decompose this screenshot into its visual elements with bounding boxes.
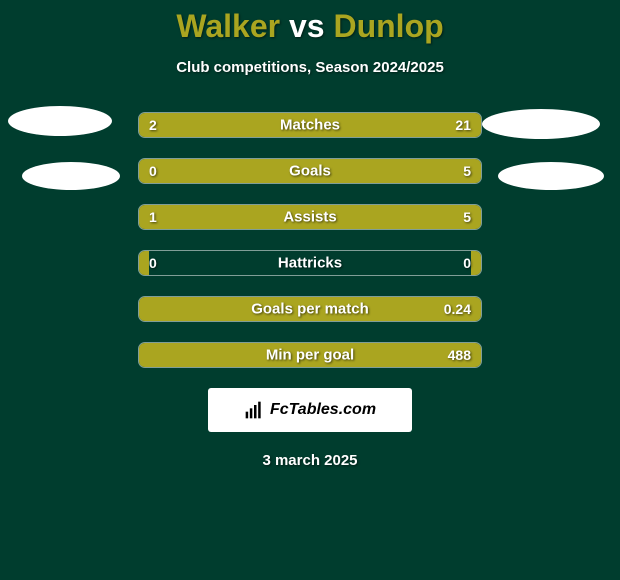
bar-fill-left xyxy=(139,251,149,275)
stat-label: Goals xyxy=(289,163,331,180)
player1-name: Walker xyxy=(176,8,280,44)
stat-value-left: 0 xyxy=(149,255,157,271)
bar-fill-left xyxy=(139,205,197,229)
player2-avatar xyxy=(482,109,600,139)
stat-bar: 1 Assists 5 xyxy=(138,204,482,230)
subtitle: Club competitions, Season 2024/2025 xyxy=(0,59,620,76)
stat-bar: Goals per match 0.24 xyxy=(138,296,482,322)
stat-bar: Min per goal 488 xyxy=(138,342,482,368)
player1-avatar xyxy=(8,106,112,136)
bar-fill-left xyxy=(139,297,149,321)
stat-value-left: 0 xyxy=(149,163,157,179)
bar-fill-right xyxy=(197,205,481,229)
stat-value-right: 5 xyxy=(463,209,471,225)
stat-value-right: 0.24 xyxy=(444,301,471,317)
stat-value-right: 0 xyxy=(463,255,471,271)
bar-fill-left xyxy=(139,343,149,367)
player2-name: Dunlop xyxy=(333,8,443,44)
player1-club-badge xyxy=(22,162,120,190)
stat-bar: 2 Matches 21 xyxy=(138,112,482,138)
site-name: FcTables.com xyxy=(270,401,376,419)
comparison-title: Walker vs Dunlop xyxy=(0,0,620,45)
stat-label: Matches xyxy=(280,117,340,134)
stat-value-right: 488 xyxy=(448,347,471,363)
chart-icon xyxy=(244,400,264,420)
stat-label: Goals per match xyxy=(251,301,369,318)
stat-bar: 0 Hattricks 0 xyxy=(138,250,482,276)
player2-club-badge xyxy=(498,162,604,190)
stats-bars: 2 Matches 21 0 Goals 5 1 Assists 5 0 Hattricks 0 Goa… xyxy=(138,112,482,368)
stat-value-right: 21 xyxy=(455,117,471,133)
stat-bar: 0 Goals 5 xyxy=(138,158,482,184)
stat-value-right: 5 xyxy=(463,163,471,179)
bar-fill-right xyxy=(471,251,481,275)
stat-value-left: 1 xyxy=(149,209,157,225)
stat-label: Min per goal xyxy=(266,347,354,364)
vs-separator: vs xyxy=(289,8,325,44)
bar-fill-right xyxy=(201,113,481,137)
bar-fill-left xyxy=(139,159,149,183)
snapshot-date: 3 march 2025 xyxy=(0,452,620,469)
stat-label: Hattricks xyxy=(278,255,342,272)
stat-value-left: 2 xyxy=(149,117,157,133)
site-badge: FcTables.com xyxy=(208,388,412,432)
stat-label: Assists xyxy=(283,209,336,226)
